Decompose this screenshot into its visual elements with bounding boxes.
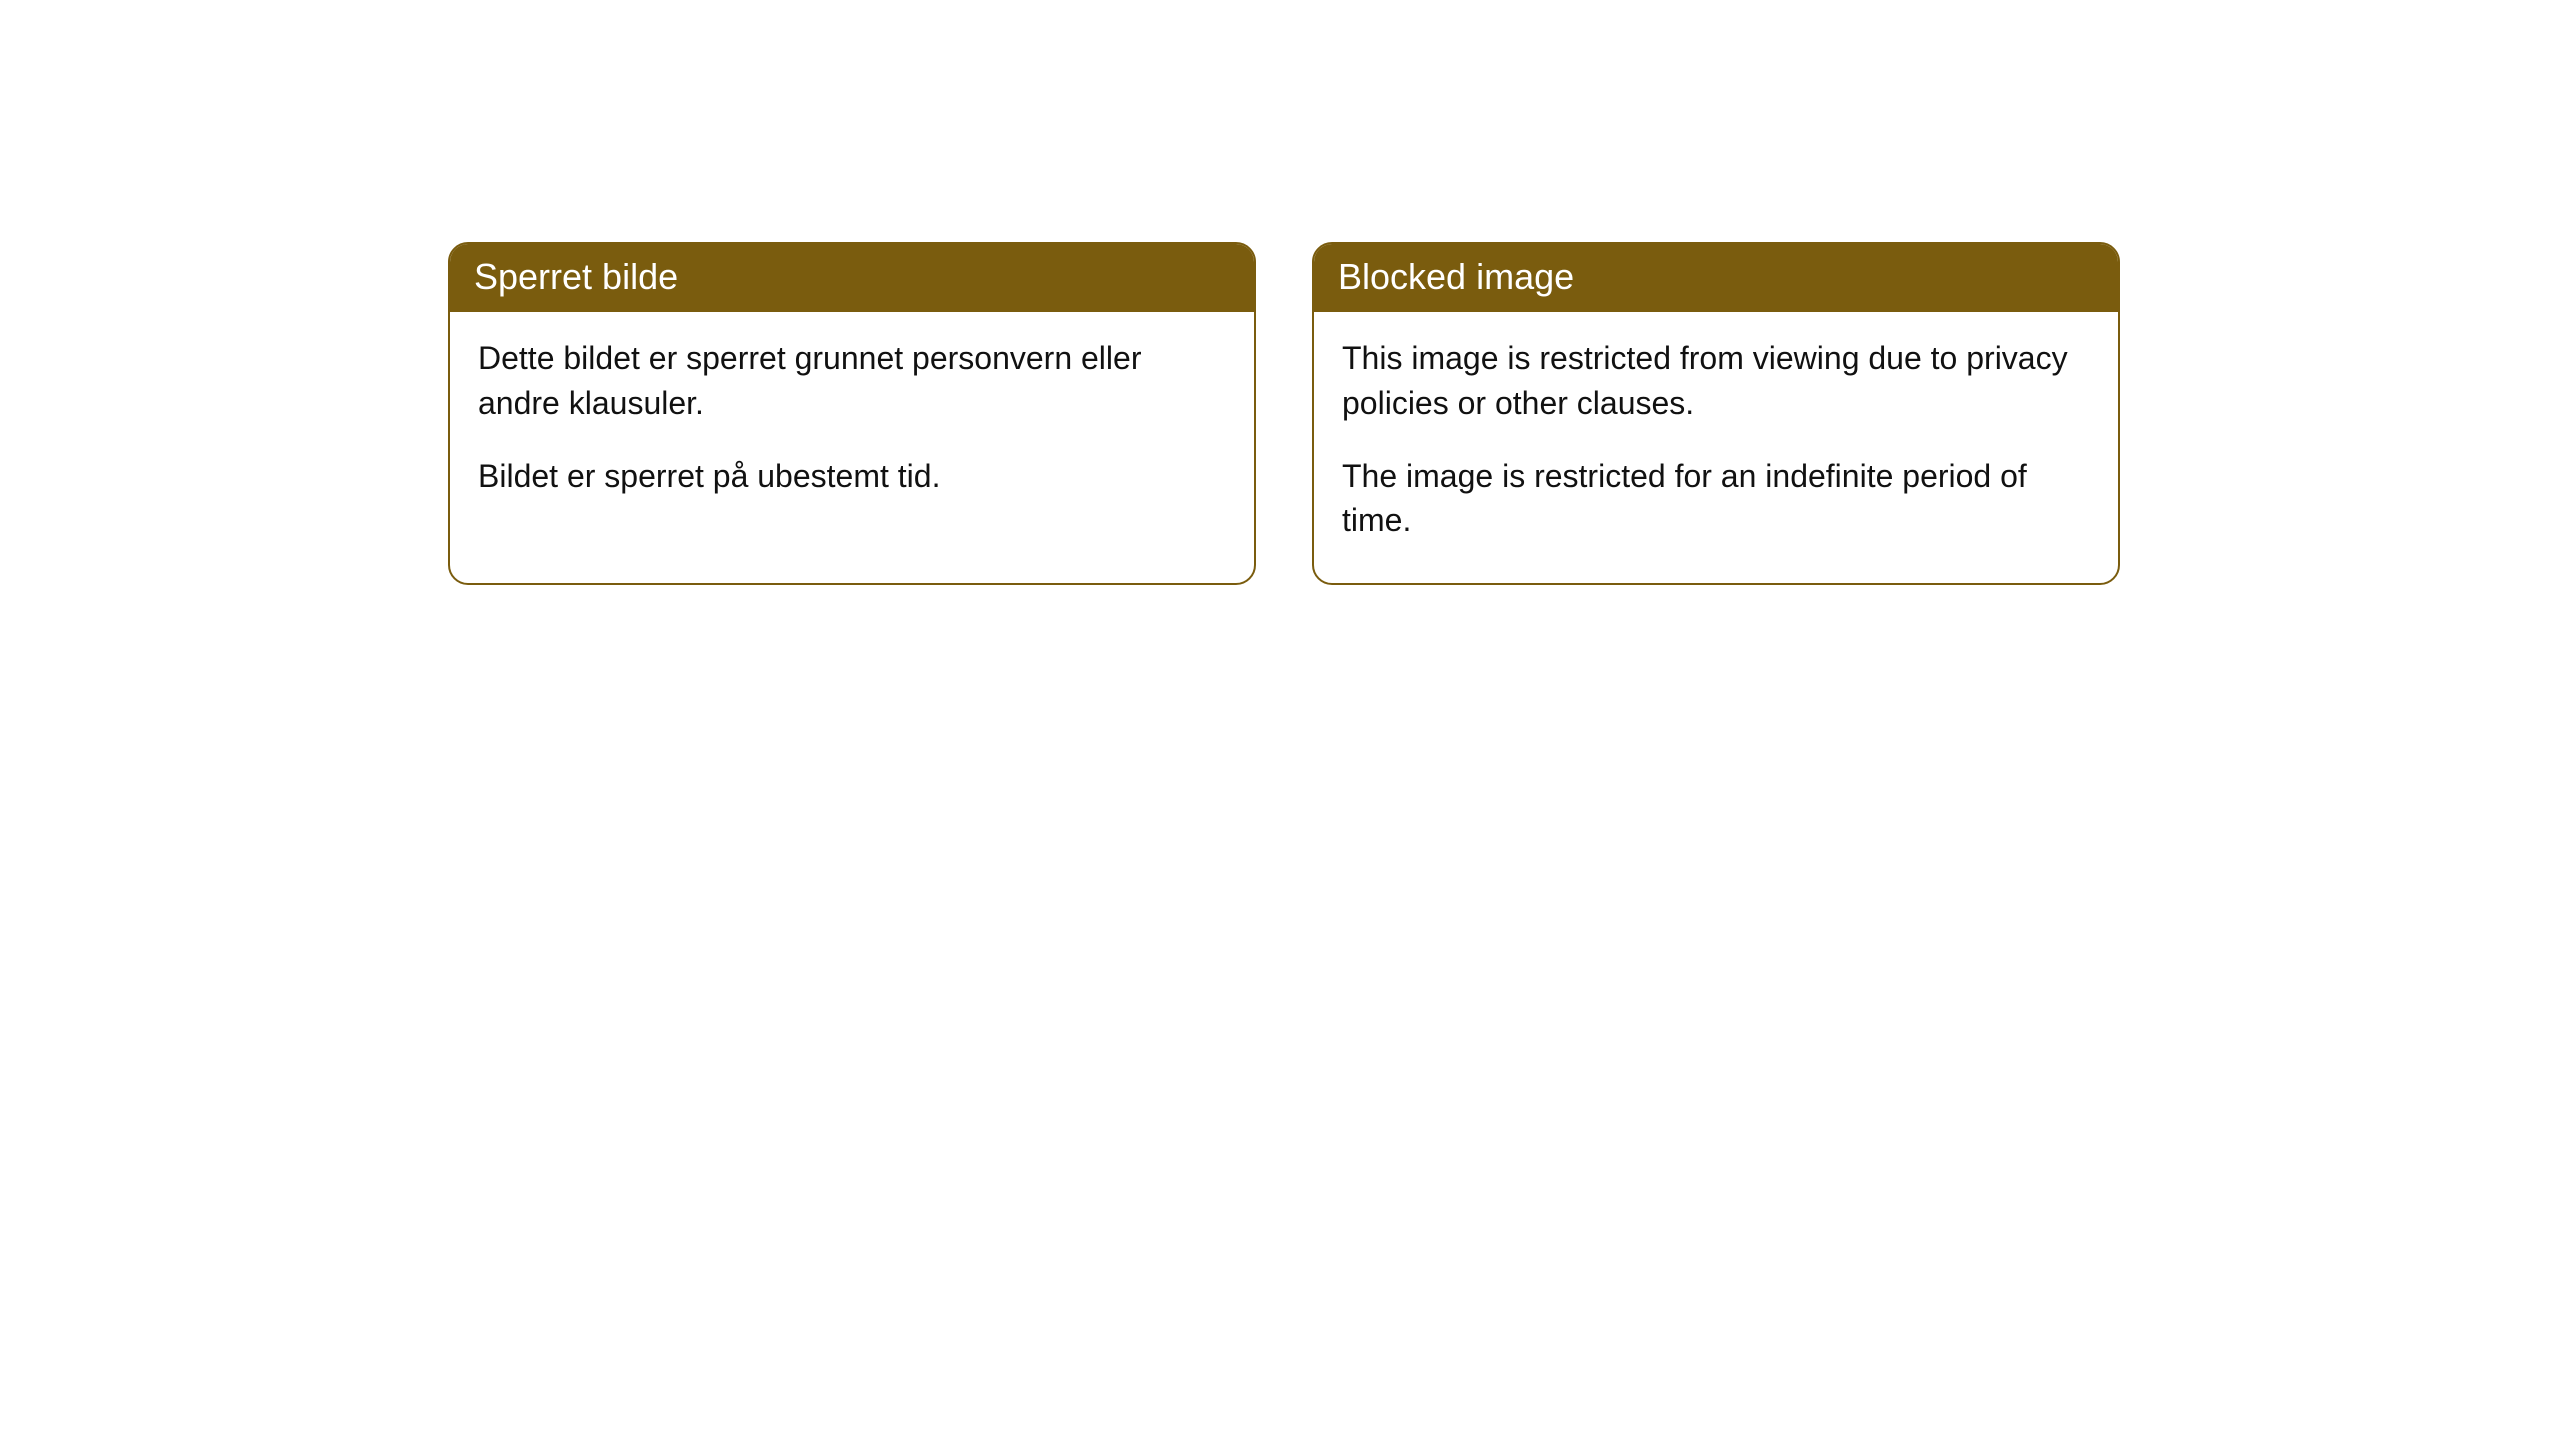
card-title: Sperret bilde xyxy=(450,244,1254,312)
blocked-image-card-en: Blocked image This image is restricted f… xyxy=(1312,242,2120,585)
card-body: This image is restricted from viewing du… xyxy=(1314,312,2118,583)
card-body-paragraph: This image is restricted from viewing du… xyxy=(1342,336,2090,426)
card-body-paragraph: Bildet er sperret på ubestemt tid. xyxy=(478,454,1226,499)
notice-cards-container: Sperret bilde Dette bildet er sperret gr… xyxy=(448,242,2120,585)
card-body-paragraph: Dette bildet er sperret grunnet personve… xyxy=(478,336,1226,426)
card-title: Blocked image xyxy=(1314,244,2118,312)
blocked-image-card-no: Sperret bilde Dette bildet er sperret gr… xyxy=(448,242,1256,585)
card-body-paragraph: The image is restricted for an indefinit… xyxy=(1342,454,2090,544)
card-body: Dette bildet er sperret grunnet personve… xyxy=(450,312,1254,538)
